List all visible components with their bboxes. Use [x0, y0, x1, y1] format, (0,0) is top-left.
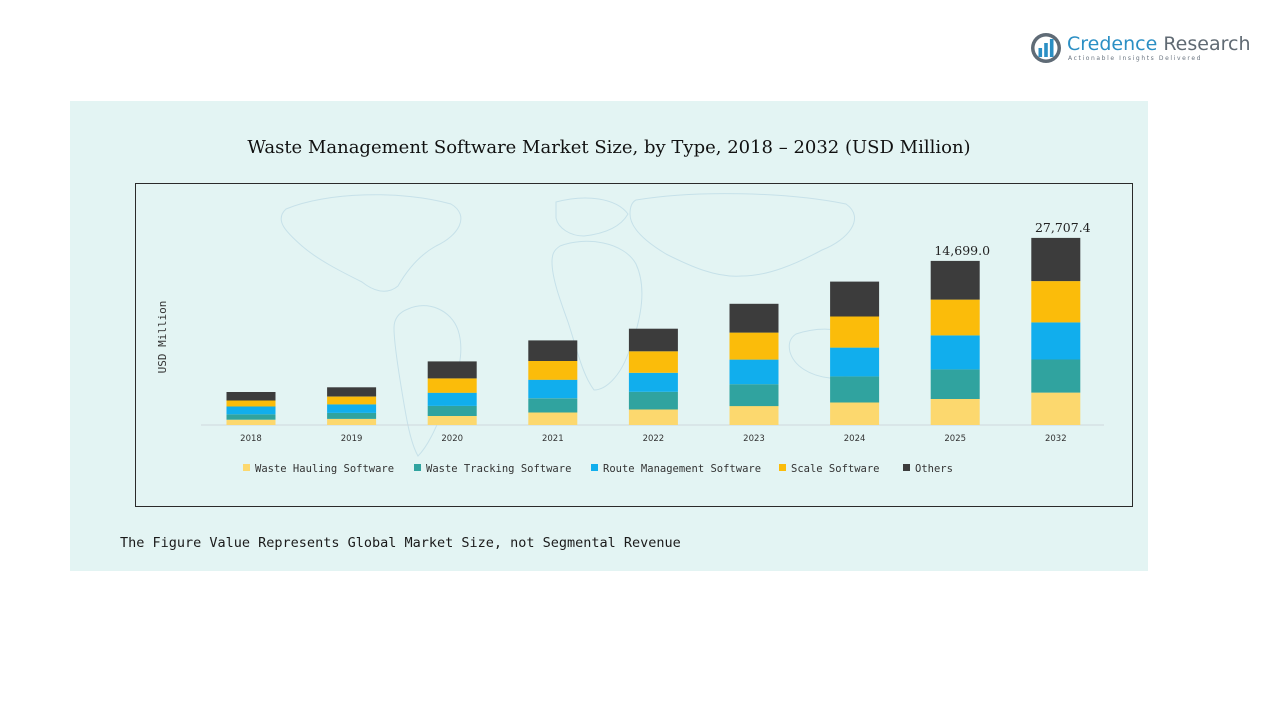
bar-2022-series-1 [628, 391, 678, 410]
brand-tagline: Actionable Insights Delivered [1068, 55, 1203, 62]
x-tick-label: 2018 [240, 434, 262, 444]
bar-2018-series-2 [226, 406, 276, 415]
bar-2023-series-4 [729, 303, 779, 333]
legend-item: Others [903, 463, 953, 475]
x-tick-label: 2023 [743, 434, 765, 444]
bar-2022-series-4 [628, 328, 678, 352]
bar-2032-series-2 [1031, 322, 1081, 360]
legend-swatch [779, 464, 786, 471]
legend-label: Scale Software [791, 463, 880, 475]
bar-2032-series-0 [1031, 392, 1081, 425]
x-tick-label: 2032 [1045, 434, 1067, 444]
bar-2021-series-0 [528, 412, 578, 425]
bar-2018-series-3 [226, 400, 276, 407]
y-axis-label: USD Million [156, 301, 169, 374]
bar-2024-series-0 [830, 402, 880, 425]
bar-2023-series-0 [729, 406, 779, 425]
brand-name-part1: Credence [1067, 33, 1158, 55]
legend-label: Waste Tracking Software [426, 463, 571, 475]
legend-label: Others [915, 463, 953, 475]
bar-2023-series-1 [729, 384, 779, 407]
legend-label: Waste Hauling Software [255, 463, 394, 475]
bar-2032-series-3 [1031, 281, 1081, 323]
bar-2024-series-4 [830, 281, 880, 317]
data-label-2025: 14,699.0 [934, 243, 990, 258]
bar-2022-series-2 [628, 372, 678, 392]
legend-swatch [243, 464, 250, 471]
bar-2019-series-4 [327, 387, 377, 397]
bar-2024-series-1 [830, 376, 880, 403]
bar-2025-series-4 [930, 260, 980, 300]
bar-2019-series-1 [327, 412, 377, 419]
bar-2025-series-1 [930, 369, 980, 399]
bar-2024-series-2 [830, 347, 880, 377]
bar-2021-series-1 [528, 398, 578, 413]
bar-2025-series-3 [930, 299, 980, 336]
bar-2020-series-1 [427, 405, 477, 416]
x-tick-label: 2025 [944, 434, 966, 444]
bar-2020-series-4 [427, 361, 477, 379]
legend-label: Route Management Software [603, 463, 761, 475]
legend-item: Waste Tracking Software [414, 463, 571, 475]
bar-2020-series-0 [427, 416, 477, 425]
bar-2020-series-3 [427, 378, 477, 393]
legend-swatch [414, 464, 421, 471]
legend-swatch [591, 464, 598, 471]
bar-2022-series-3 [628, 351, 678, 373]
bar-2021-series-4 [528, 340, 578, 361]
x-tick-label: 2022 [643, 434, 665, 444]
bar-2032-series-4 [1031, 237, 1081, 282]
x-tick-label: 2024 [844, 434, 866, 444]
x-tick-label: 2021 [542, 434, 564, 444]
x-tick-label: 2020 [441, 434, 463, 444]
bar-2025-series-2 [930, 335, 980, 370]
bar-chart-circle-icon [1031, 33, 1061, 63]
bar-2032-series-1 [1031, 359, 1081, 393]
legend-swatch [903, 464, 910, 471]
bar-2022-series-0 [628, 409, 678, 425]
bar-2018-series-1 [226, 414, 276, 420]
bar-2018-series-0 [226, 419, 276, 425]
chart-panel: Waste Management Software Market Size, b… [70, 101, 1148, 571]
brand-name: Credence Research [1067, 33, 1250, 55]
data-label-2032: 27,707.4 [1035, 220, 1091, 235]
bar-2025-series-0 [930, 398, 980, 425]
bar-2019-series-0 [327, 419, 377, 425]
bar-2018-series-4 [226, 392, 276, 401]
stacked-bar-chart: USD Million 2018 2019 2020 2021 2022 2023 2024… [156, 193, 1104, 475]
legend-item: Scale Software [779, 463, 880, 475]
brand-logo: Credence Research Actionable Insights De… [1030, 32, 1250, 68]
bar-2024-series-3 [830, 316, 880, 348]
bar-2021-series-3 [528, 361, 578, 380]
chart-frame: USD Million 2018 2019 2020 2021 2022 2023 2024… [135, 183, 1133, 507]
bar-2021-series-2 [528, 379, 578, 399]
brand-name-part2: Research [1163, 33, 1251, 55]
chart-title: Waste Management Software Market Size, b… [247, 137, 971, 158]
footnote: The Figure Value Represents Global Marke… [120, 535, 681, 551]
bar-2019-series-3 [327, 396, 377, 405]
bar-2020-series-2 [427, 392, 477, 406]
legend-item: Waste Hauling Software [243, 463, 394, 475]
legend-item: Route Management Software [591, 463, 761, 475]
bar-2023-series-2 [729, 359, 779, 385]
bar-2019-series-2 [327, 404, 377, 413]
bar-2023-series-3 [729, 332, 779, 360]
x-tick-label: 2019 [341, 434, 363, 444]
